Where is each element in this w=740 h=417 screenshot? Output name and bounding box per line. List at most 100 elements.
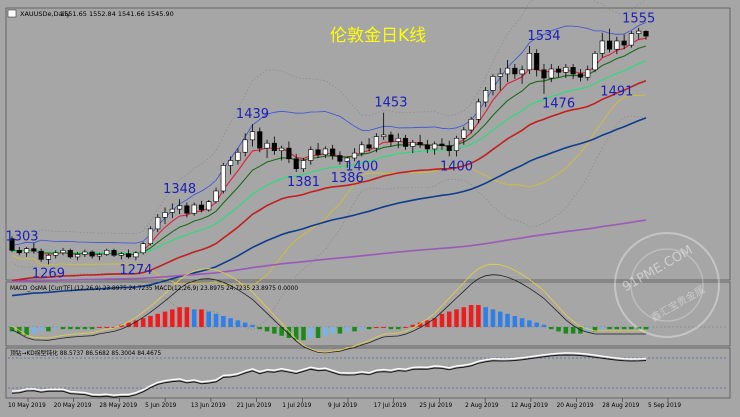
- candle-body: [512, 67, 518, 75]
- macd-hist-bar: [374, 327, 379, 328]
- candle-body: [599, 40, 605, 54]
- candle-body: [337, 155, 343, 162]
- candle-body: [592, 53, 598, 71]
- macd-hist-bar: [490, 309, 496, 327]
- chart-title: 伦敦金日K线: [330, 26, 426, 46]
- candle-body: [82, 251, 88, 255]
- macd-hist-bar: [359, 327, 365, 330]
- candle-body: [402, 137, 409, 147]
- candle-body: [643, 31, 649, 37]
- candle-body: [381, 134, 387, 137]
- macd-hist-bar: [53, 327, 58, 330]
- macd-hist-bar: [315, 327, 321, 338]
- macd-hist-bar: [344, 327, 350, 332]
- candle-body: [89, 251, 95, 257]
- macd-hist-bar: [337, 327, 343, 334]
- symbol-header: XAUUSDe,Daily 1551.65 1552.84 1541.66 15…: [7, 9, 174, 18]
- candle-body: [497, 73, 503, 77]
- candle-body: [555, 68, 562, 73]
- candle-body: [235, 151, 241, 161]
- candle-body: [45, 254, 51, 260]
- candle-body: [177, 205, 183, 210]
- bollinger-lower: [11, 94, 647, 287]
- price-annotation: 1269: [32, 266, 65, 281]
- ma-line-ema60: [11, 79, 647, 282]
- candle-body: [366, 144, 372, 149]
- candle-body: [169, 208, 175, 213]
- candle-body: [322, 148, 328, 156]
- macd-hist-bar: [417, 322, 423, 327]
- ohlc-readout: 1551.65 1552.84 1541.66 1545.90: [60, 10, 174, 18]
- candle-body: [249, 131, 256, 141]
- candle-body: [257, 131, 263, 149]
- x-tick-label: 2 Aug 2019: [465, 403, 499, 409]
- price-annotation: 1386: [331, 171, 364, 186]
- candle-body: [548, 68, 554, 79]
- price-annotation: 1348: [163, 182, 196, 197]
- macd-hist-bar: [636, 327, 641, 330]
- macd-hist-bar: [541, 324, 547, 327]
- candle-body: [359, 144, 365, 154]
- macd-hist-bar: [607, 327, 612, 330]
- macd-hist-bar: [570, 327, 576, 334]
- candle-body: [293, 158, 299, 170]
- oscillator-header: 顶钻→KD拐型钝化 88.5737 86.5682 85.3004 84.467…: [10, 349, 161, 357]
- macd-hist-bar: [119, 324, 124, 327]
- macd-hist-bar: [439, 313, 445, 327]
- candle-body: [213, 190, 219, 202]
- candle-body: [541, 69, 547, 79]
- x-tick-label: 28 Aug 2019: [602, 403, 639, 409]
- candle-body: [534, 53, 540, 71]
- macd-hist-bar: [221, 316, 226, 327]
- x-tick-label: 10 May 2019: [8, 403, 46, 409]
- candle-body: [9, 238, 15, 251]
- macd-hist-bar: [497, 311, 503, 327]
- x-tick-label: 13 Jun 2019: [191, 403, 226, 409]
- candle-body: [118, 253, 124, 256]
- macd-hist-bar: [293, 327, 299, 341]
- price-annotation: 1453: [374, 96, 407, 111]
- candle-body: [504, 67, 511, 75]
- candle-body: [395, 137, 401, 142]
- candle-body: [607, 40, 613, 50]
- macd-hist-bar: [483, 307, 488, 327]
- macd-hist-bar: [301, 327, 306, 341]
- candle-body: [563, 67, 569, 73]
- candle-body: [184, 205, 190, 214]
- ma-line-ema120: [11, 117, 647, 297]
- candle-body: [315, 149, 321, 156]
- candle-body: [636, 30, 642, 34]
- macd-hist-bar: [46, 327, 51, 332]
- x-tick-label: 20 May 2019: [54, 403, 92, 409]
- x-tick-label: 20 Aug 2019: [557, 403, 594, 409]
- ma-line-ema20: [11, 60, 647, 255]
- candle-body: [330, 148, 336, 156]
- x-tick-label: 28 May 2019: [99, 403, 137, 409]
- macd-panel: [5, 281, 731, 347]
- candle-body: [351, 152, 358, 159]
- macd-hist-bar: [454, 309, 459, 327]
- macd-hist-bar: [9, 327, 15, 332]
- macd-hist-bar: [600, 327, 605, 330]
- candle-body: [75, 254, 81, 258]
- candle-body: [344, 157, 350, 162]
- macd-hist-bar: [308, 327, 314, 338]
- macd-hist-bar: [31, 327, 37, 334]
- osc-line-d: [11, 354, 647, 398]
- macd-hist-bar: [242, 322, 248, 327]
- macd-hist-bar: [60, 327, 66, 330]
- candle-body: [373, 136, 379, 149]
- macd-hist-bar: [461, 307, 467, 327]
- candle-body: [461, 129, 467, 139]
- candle-body: [111, 250, 117, 256]
- candle-body: [126, 253, 132, 258]
- candle-body: [417, 142, 423, 146]
- candle-body: [147, 228, 154, 245]
- x-tick-label: 5 Jun 2019: [145, 403, 176, 409]
- macd-hist-bar: [534, 322, 539, 327]
- symbol-label: XAUUSDe,Daily: [20, 10, 70, 18]
- macd-hist-bar: [264, 327, 270, 332]
- candle-body: [483, 90, 489, 103]
- macd-hist-bar: [556, 327, 561, 332]
- macd-hist-bar: [213, 313, 219, 327]
